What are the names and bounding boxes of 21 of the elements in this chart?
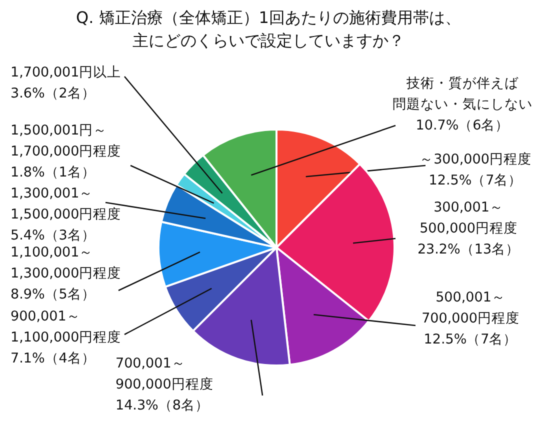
slice-label: 1,500,001円～1,700,000円程度	[10, 122, 122, 160]
slice-label: ～300,000円程度	[420, 152, 532, 168]
slice-label: 1,100,001～1,300,000円程度	[10, 244, 122, 282]
slice-label: 900,001～1,100,000円程度	[10, 308, 122, 346]
slice-label: 300,001～500,000円程度	[420, 200, 518, 236]
slice-label: 1,300,001～1,500,000円程度	[10, 186, 122, 222]
data-label: 5.4%（3名）	[10, 228, 96, 244]
chart-title: Q. 矯正治療（全体矯正）1回あたりの施術費用帯は、主にどのくらいで設定していますか？	[76, 8, 461, 50]
data-label: 23.2%（13名）	[417, 242, 520, 258]
slice-label: 技術・質が伴えば問題ない・気にしない	[392, 76, 532, 112]
data-label: 12.5%（7名）	[424, 332, 518, 348]
slice-label: 500,001～700,000円程度	[422, 290, 520, 326]
slice-label: 1,700,001円以上	[10, 64, 122, 80]
data-label: 1.8%（1名）	[10, 164, 96, 180]
data-label: 3.6%（2名）	[10, 86, 96, 102]
slice-label: 700,001～900,000円程度	[116, 356, 214, 392]
data-label: 10.7%（6名）	[416, 118, 510, 134]
data-label: 7.1%（4名）	[10, 350, 96, 366]
data-label: 14.3%（8名）	[116, 398, 209, 414]
data-label: 12.5%（7名）	[428, 172, 522, 188]
data-label: 8.9%（5名）	[10, 286, 96, 302]
